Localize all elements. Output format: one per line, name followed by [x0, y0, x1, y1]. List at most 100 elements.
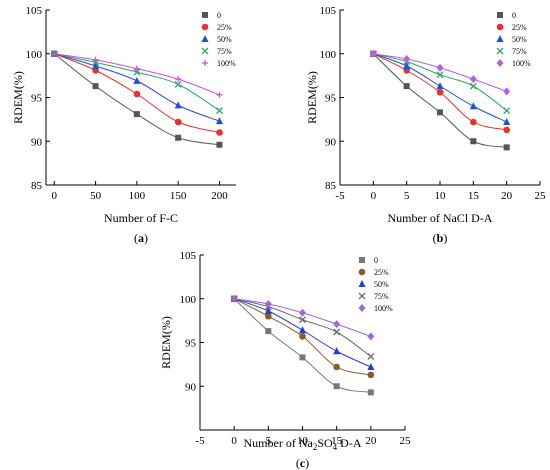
- data-point-0: [333, 383, 340, 390]
- x-tick-label: 25: [400, 435, 412, 447]
- data-point-75%: [436, 71, 444, 79]
- legend-label-75%: 75%: [217, 47, 232, 56]
- chart-panel-a: 85 90 95 100 105 0 50 100 150 200 RDEM(%) Number of…: [11, 5, 236, 245]
- data-point-50%: [299, 326, 306, 334]
- legend-marker-100%: [496, 59, 504, 67]
- legend-marker-0: [359, 257, 365, 263]
- data-point-25%: [503, 126, 510, 134]
- y-tick-label: 105: [26, 5, 43, 17]
- data-point-50%: [333, 347, 341, 355]
- data-point-100%: [503, 87, 511, 96]
- legend-marker-25%: [201, 23, 209, 31]
- legend-label-25%: 25%: [374, 268, 389, 277]
- data-point-0: [299, 354, 306, 361]
- x-tick-label: 10: [297, 435, 309, 447]
- x-tick-label: 10: [435, 190, 447, 202]
- data-point-100%: [403, 55, 411, 63]
- y-tick-label: 100: [180, 294, 197, 306]
- y-tick-label: 95: [325, 93, 337, 105]
- data-point-100%: [264, 300, 272, 308]
- data-point-25%: [333, 363, 340, 371]
- legend-marker-25%: [496, 23, 504, 31]
- legend-label-50%: 50%: [217, 35, 232, 44]
- panel-label: (c): [296, 456, 309, 470]
- data-point-50%: [133, 76, 141, 84]
- data-point-25%: [216, 129, 223, 136]
- legend-marker-100%: [202, 60, 208, 66]
- data-point-75%: [333, 328, 341, 336]
- x-tick-label: -5: [335, 190, 345, 202]
- data-point-75%: [133, 68, 141, 76]
- legend-marker-75%: [358, 292, 366, 300]
- series-curve-50%: [54, 53, 220, 122]
- data-point-75%: [469, 82, 477, 90]
- legend-marker-50%: [201, 35, 209, 42]
- data-point-0: [265, 328, 272, 335]
- y-tick-label: 95: [185, 338, 197, 350]
- panel-label: (a): [134, 231, 148, 245]
- y-tick-label: 95: [31, 93, 43, 105]
- data-point-25%: [367, 371, 375, 379]
- data-point-100%: [133, 65, 140, 72]
- legend-label-25%: 25%: [217, 23, 232, 32]
- data-point-50%: [92, 62, 100, 69]
- x-tick-label: 0: [231, 435, 237, 447]
- legend-marker-75%: [201, 47, 209, 55]
- data-point-0: [175, 134, 182, 141]
- x-tick-label: 5: [404, 190, 410, 202]
- x-tick-label: 5: [266, 435, 272, 447]
- data-point-100%: [230, 294, 238, 303]
- x-axis-title: Number of NaCl D-A: [388, 211, 493, 225]
- legend-label-100%: 100%: [374, 304, 393, 313]
- x-tick-label: 50: [90, 190, 102, 202]
- legend-marker-0: [497, 12, 503, 18]
- y-tick-label: 85: [325, 180, 337, 192]
- data-point-50%: [367, 363, 375, 370]
- data-point-100%: [436, 63, 444, 72]
- x-tick-label: 200: [211, 190, 228, 202]
- data-point-75%: [299, 316, 306, 324]
- data-point-100%: [333, 320, 341, 329]
- data-point-25%: [299, 333, 306, 340]
- y-tick-label: 90: [31, 136, 43, 148]
- legend-label-50%: 50%: [512, 35, 527, 44]
- legend-label-75%: 75%: [512, 47, 527, 56]
- x-tick-label: 15: [331, 435, 343, 447]
- data-point-75%: [503, 107, 511, 115]
- x-tick-label: 15: [468, 190, 480, 202]
- legend-label-50%: 50%: [374, 280, 389, 289]
- y-axis-title: RDEM(%): [305, 71, 319, 124]
- y-tick-label: 100: [320, 49, 337, 61]
- y-tick-label: 105: [320, 5, 337, 17]
- y-axis-title: RDEM(%): [159, 316, 173, 369]
- y-tick-label: 90: [325, 136, 337, 148]
- legend-marker-50%: [358, 280, 366, 287]
- data-point-50%: [503, 118, 511, 125]
- x-tick-label: 150: [170, 190, 187, 202]
- data-point-0: [437, 109, 443, 116]
- data-point-100%: [92, 56, 99, 63]
- data-point-100%: [367, 332, 375, 341]
- legend-label-0: 0: [512, 11, 516, 20]
- data-point-100%: [469, 75, 477, 84]
- legend-marker-0: [202, 12, 208, 18]
- x-tick-label: 20: [501, 190, 513, 202]
- data-point-0: [403, 83, 410, 90]
- data-point-100%: [51, 50, 58, 57]
- x-tick-label: -5: [195, 435, 205, 447]
- data-point-25%: [133, 90, 141, 98]
- y-tick-label: 85: [31, 180, 43, 192]
- legend-label-0: 0: [374, 256, 378, 265]
- legend-label-100%: 100%: [512, 59, 531, 68]
- legend-label-75%: 75%: [374, 292, 389, 301]
- data-point-75%: [174, 80, 182, 88]
- data-point-0: [133, 111, 140, 118]
- data-point-50%: [174, 101, 182, 109]
- legend-label-100%: 100%: [217, 59, 236, 68]
- data-point-25%: [265, 312, 272, 320]
- data-point-25%: [470, 118, 477, 126]
- data-point-0: [367, 389, 374, 396]
- data-point-50%: [215, 117, 223, 125]
- data-point-0: [92, 83, 99, 90]
- legend-marker-25%: [358, 268, 366, 276]
